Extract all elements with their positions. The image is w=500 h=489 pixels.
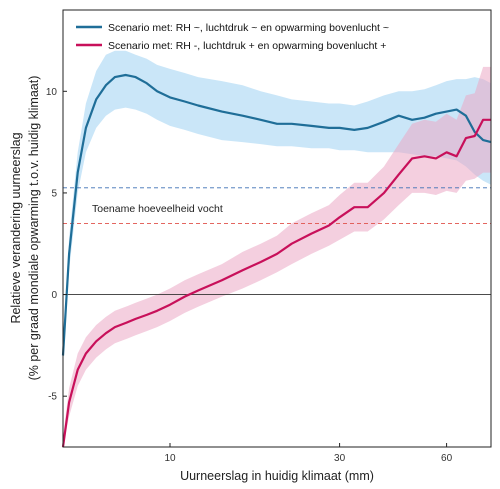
x-tick-label-10: 10 [164,453,176,464]
y-axis-ticks: -5 0 5 10 [46,87,67,403]
x-axis-label: Uurneerslag in huidig klimaat (mm) [180,469,374,483]
y-tick-label--5: -5 [48,392,57,403]
y-tick-label-5: 5 [51,188,57,199]
legend-label-series-2: Scenario met: RH -, luchtdruk + en opwar… [108,40,386,52]
line-series-1 [61,73,492,356]
x-axis-ticks: 10 30 60 [164,443,453,464]
legend-label-series-1: Scenario met: RH ~, luchtdruk ~ en opwar… [108,22,389,34]
annotation-moisture: Toename hoeveelheid vocht [92,203,223,215]
reference-lines [63,187,491,296]
series-lines [61,73,492,448]
legend: Scenario met: RH ~, luchtdruk ~ en opwar… [76,22,389,52]
y-tick-label-0: 0 [51,290,57,301]
line-series-2 [61,118,491,448]
y-tick-label-10: 10 [46,87,58,98]
plot-frame [62,9,492,448]
y-axis-label-line2: (% per graad mondiale opwarming t.o.v. h… [27,76,41,381]
y-axis-label-line1: Relatieve verandering uurneerslag [9,132,23,323]
band-series-2 [63,66,491,448]
band-series-1 [63,50,491,366]
confidence-bands [63,50,491,448]
x-tick-label-60: 60 [441,453,453,464]
x-tick-label-30: 30 [334,453,346,464]
